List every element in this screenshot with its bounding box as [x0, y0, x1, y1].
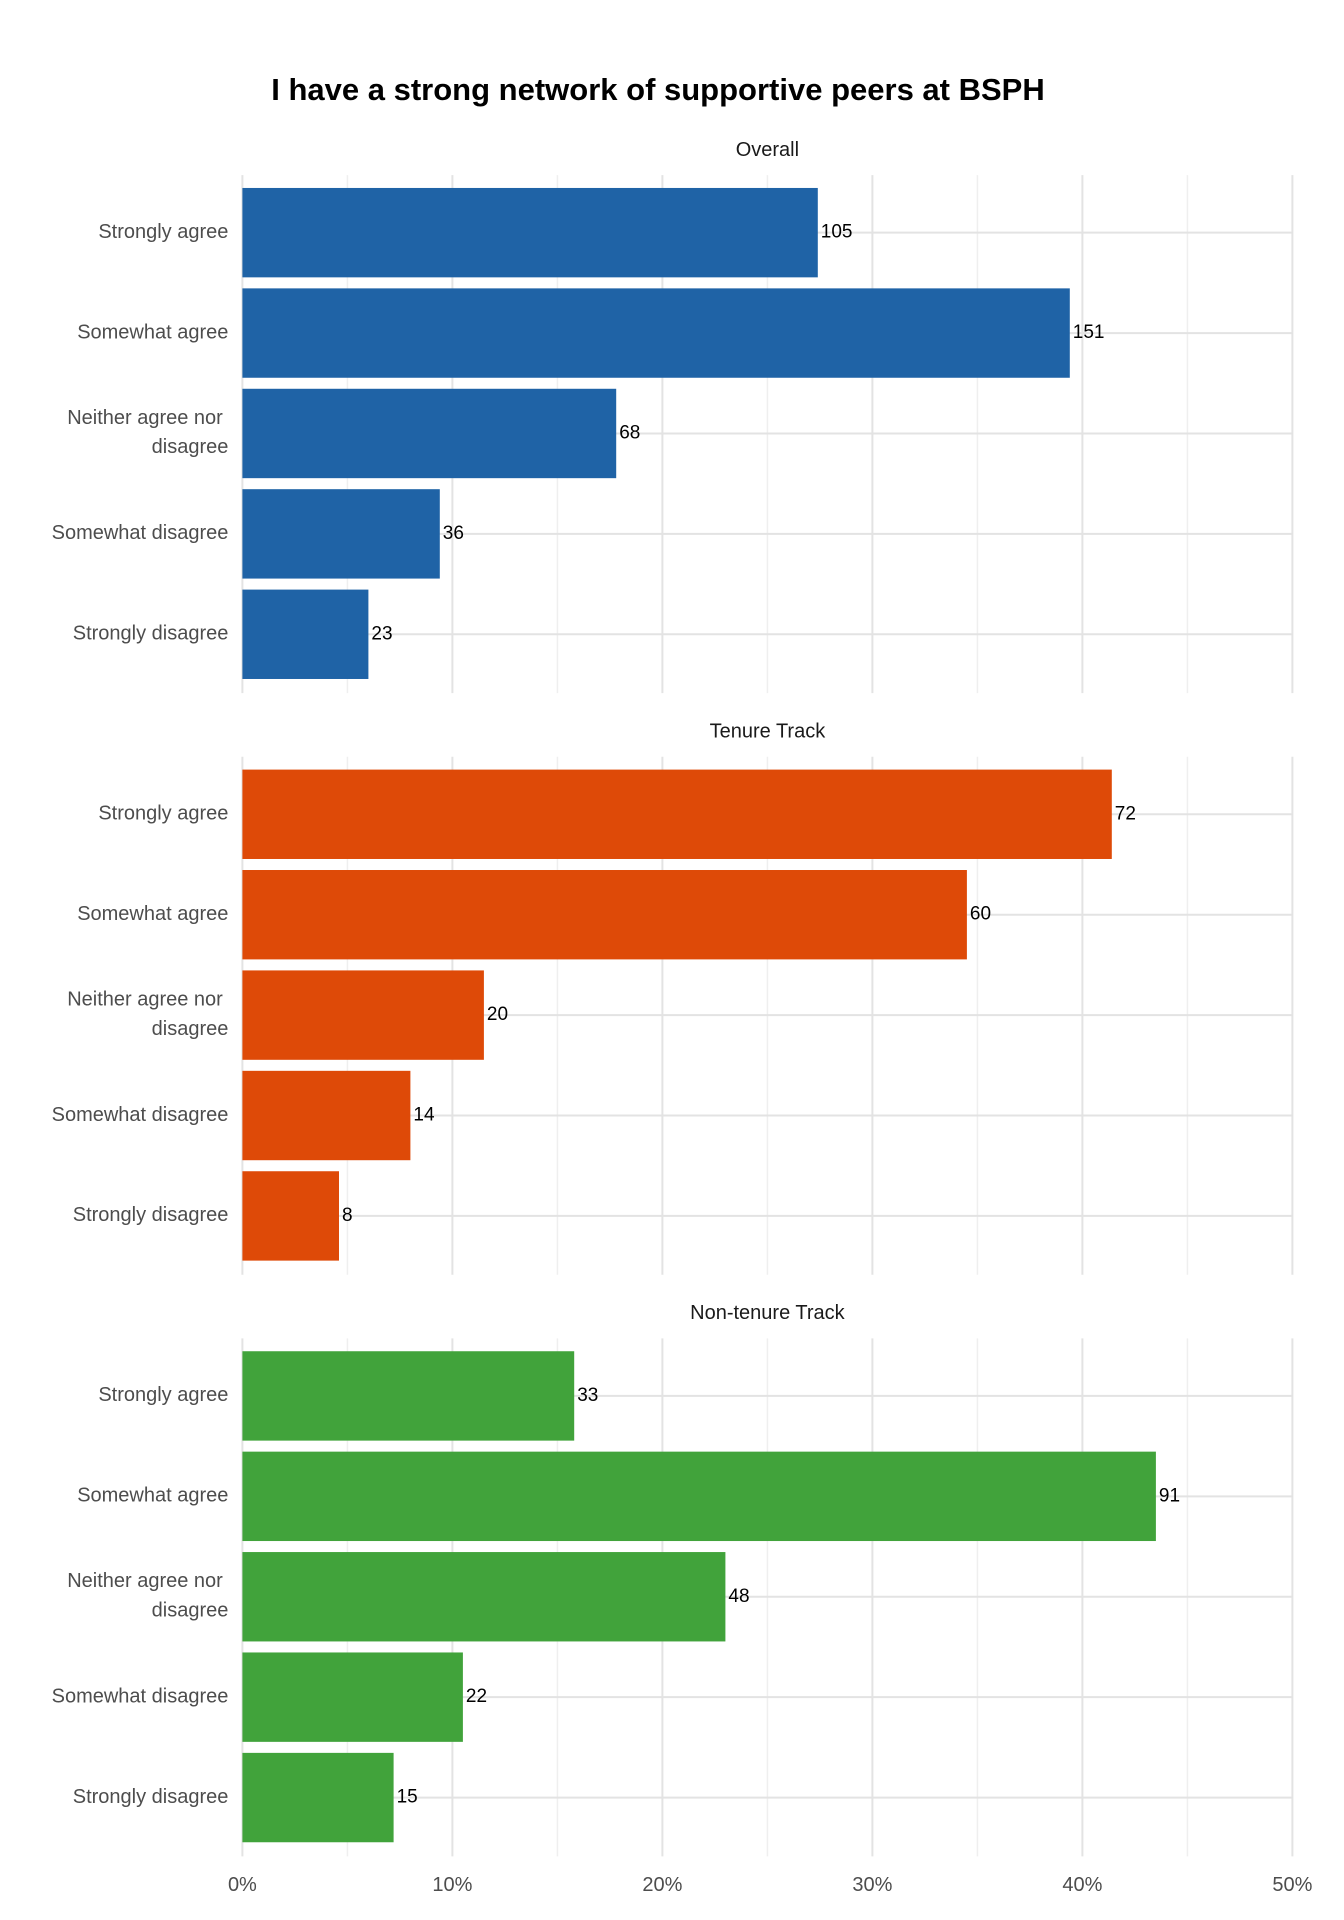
data-label: 23 [371, 623, 392, 644]
y-tick-label: Somewhat agree [77, 1485, 228, 1507]
bar [242, 1351, 575, 1441]
data-label: 22 [466, 1686, 487, 1707]
data-label: 33 [577, 1385, 598, 1406]
data-label: 151 [1073, 322, 1105, 343]
data-label: 15 [397, 1787, 418, 1808]
bar [242, 589, 369, 679]
data-label: 20 [487, 1004, 508, 1025]
panel-title: Tenure Track [710, 721, 827, 743]
y-tick-label: Neither agree nor disagree [67, 1570, 228, 1621]
y-tick-label: Somewhat disagree [52, 1685, 229, 1707]
bar [242, 1752, 394, 1843]
y-tick-label: Somewhat disagree [52, 1104, 229, 1126]
y-tick-label: Strongly disagree [73, 1786, 229, 1808]
y-tick-label: Strongly agree [98, 221, 228, 243]
x-tick-label: 20% [642, 1874, 682, 1896]
y-tick-label: Strongly agree [98, 1384, 228, 1406]
data-label: 68 [619, 422, 640, 443]
x-tick-label: 0% [228, 1874, 257, 1896]
y-tick-label: Neither agree nor disagree [67, 989, 228, 1040]
data-label: 105 [821, 222, 853, 243]
x-tick-label: 10% [432, 1874, 472, 1896]
bar [242, 288, 1070, 378]
bar [242, 1652, 463, 1742]
data-label: 8 [342, 1205, 353, 1226]
x-tick-label: 40% [1062, 1874, 1102, 1896]
data-label: 72 [1115, 803, 1136, 824]
y-tick-label: Somewhat agree [77, 903, 228, 925]
bar [242, 970, 484, 1060]
data-label: 36 [443, 523, 464, 544]
y-tick-label: Somewhat disagree [52, 522, 229, 544]
data-label: 60 [970, 904, 991, 925]
chart-title: I have a strong network of supportive pe… [271, 72, 1044, 107]
bar [242, 1451, 1156, 1542]
bar [242, 1171, 339, 1261]
panel-title: Overall [736, 139, 799, 161]
bar [242, 1070, 411, 1161]
bar [242, 489, 440, 579]
bar [242, 1552, 726, 1642]
data-label: 48 [728, 1586, 749, 1607]
bar [242, 769, 1112, 859]
y-tick-label: Strongly agree [98, 803, 228, 825]
bar [242, 388, 617, 479]
bar [242, 187, 818, 278]
y-tick-label: Neither agree nor disagree [67, 407, 228, 458]
panel-title: Non-tenure Track [690, 1302, 846, 1324]
y-tick-label: Strongly disagree [73, 1204, 229, 1226]
bar [242, 870, 967, 960]
x-tick-label: 30% [852, 1874, 892, 1896]
data-label: 91 [1159, 1485, 1180, 1506]
data-label: 14 [413, 1105, 435, 1126]
x-tick-label: 50% [1272, 1874, 1312, 1896]
y-tick-label: Strongly disagree [73, 623, 229, 645]
y-tick-label: Somewhat agree [77, 321, 228, 343]
